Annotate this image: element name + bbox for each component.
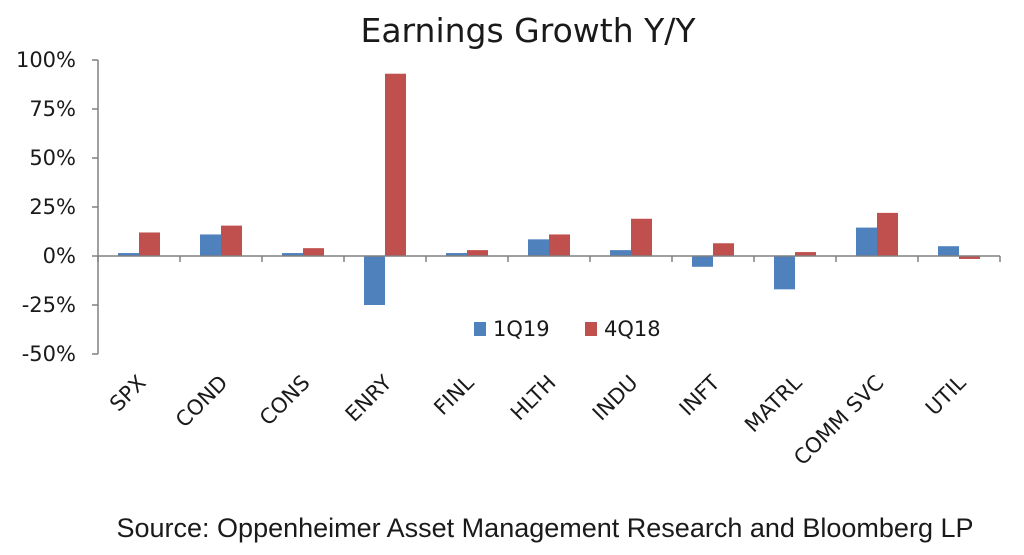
x-tick-label: CONS	[255, 371, 315, 431]
legend-label-1Q19: 1Q19	[493, 317, 550, 341]
bar-1Q19-finl	[446, 253, 467, 256]
y-tick-label: 50%	[29, 146, 76, 170]
bar-4Q18-comm-svc	[877, 212, 898, 256]
y-tick-label: 100%	[16, 48, 76, 72]
bar-1Q19-cons	[282, 253, 303, 256]
legend: 1Q19 4Q18	[474, 317, 661, 341]
bar-4Q18-finl	[467, 250, 488, 256]
bar-1Q19-cond	[200, 234, 221, 256]
x-tick-label: SPX	[105, 371, 151, 417]
x-tick-label: HLTH	[506, 371, 561, 426]
chart-title: Earnings Growth Y/Y	[360, 11, 696, 50]
x-tick-label: INFT	[675, 370, 725, 420]
source-note: Source: Oppenheimer Asset Management Res…	[117, 513, 974, 543]
bar-4Q18-spx	[139, 232, 160, 256]
bar-4Q18-indu	[631, 218, 652, 256]
bar-1Q19-hlth	[528, 239, 549, 256]
legend-swatch-1Q19	[474, 322, 486, 336]
bar-1Q19-spx	[118, 253, 139, 256]
bar-4Q18-cons	[303, 248, 324, 256]
legend-swatch-4Q18	[585, 322, 597, 336]
bar-1Q19-comm-svc	[856, 227, 877, 256]
bar-4Q18-matrl	[795, 252, 816, 256]
bar-1Q19-util	[938, 246, 959, 256]
plot-area: 100% 75% 50% 25% 0% -25% -50% SPX COND CONS ENRY FI…	[16, 48, 1001, 470]
legend-label-4Q18: 4Q18	[604, 317, 661, 341]
bar-4Q18-cond	[221, 225, 242, 256]
x-tick-label: ENRY	[341, 370, 397, 426]
bar-1Q19-indu	[610, 250, 631, 256]
x-tick-label: FINL	[429, 370, 478, 419]
x-tick-label: MATRL	[740, 370, 807, 437]
y-tick-label: 0%	[43, 244, 76, 268]
bar-1Q19-inft	[692, 256, 713, 267]
bar-4Q18-util	[959, 256, 980, 259]
y-tick-label: 25%	[29, 195, 76, 219]
y-tick-label: 75%	[29, 97, 76, 121]
bar-1Q19-matrl	[774, 256, 795, 290]
x-tick-label: UTIL	[921, 370, 971, 420]
y-tick-label: -25%	[22, 293, 76, 317]
y-tick-label: -50%	[22, 342, 76, 366]
bar-4Q18-inft	[713, 243, 734, 256]
bar-4Q18-hlth	[549, 234, 570, 256]
x-tick-label: INDU	[588, 371, 643, 426]
x-tick-label: COND	[171, 371, 233, 433]
bar-4Q18-enry	[385, 73, 406, 256]
bar-1Q19-enry	[364, 256, 385, 305]
